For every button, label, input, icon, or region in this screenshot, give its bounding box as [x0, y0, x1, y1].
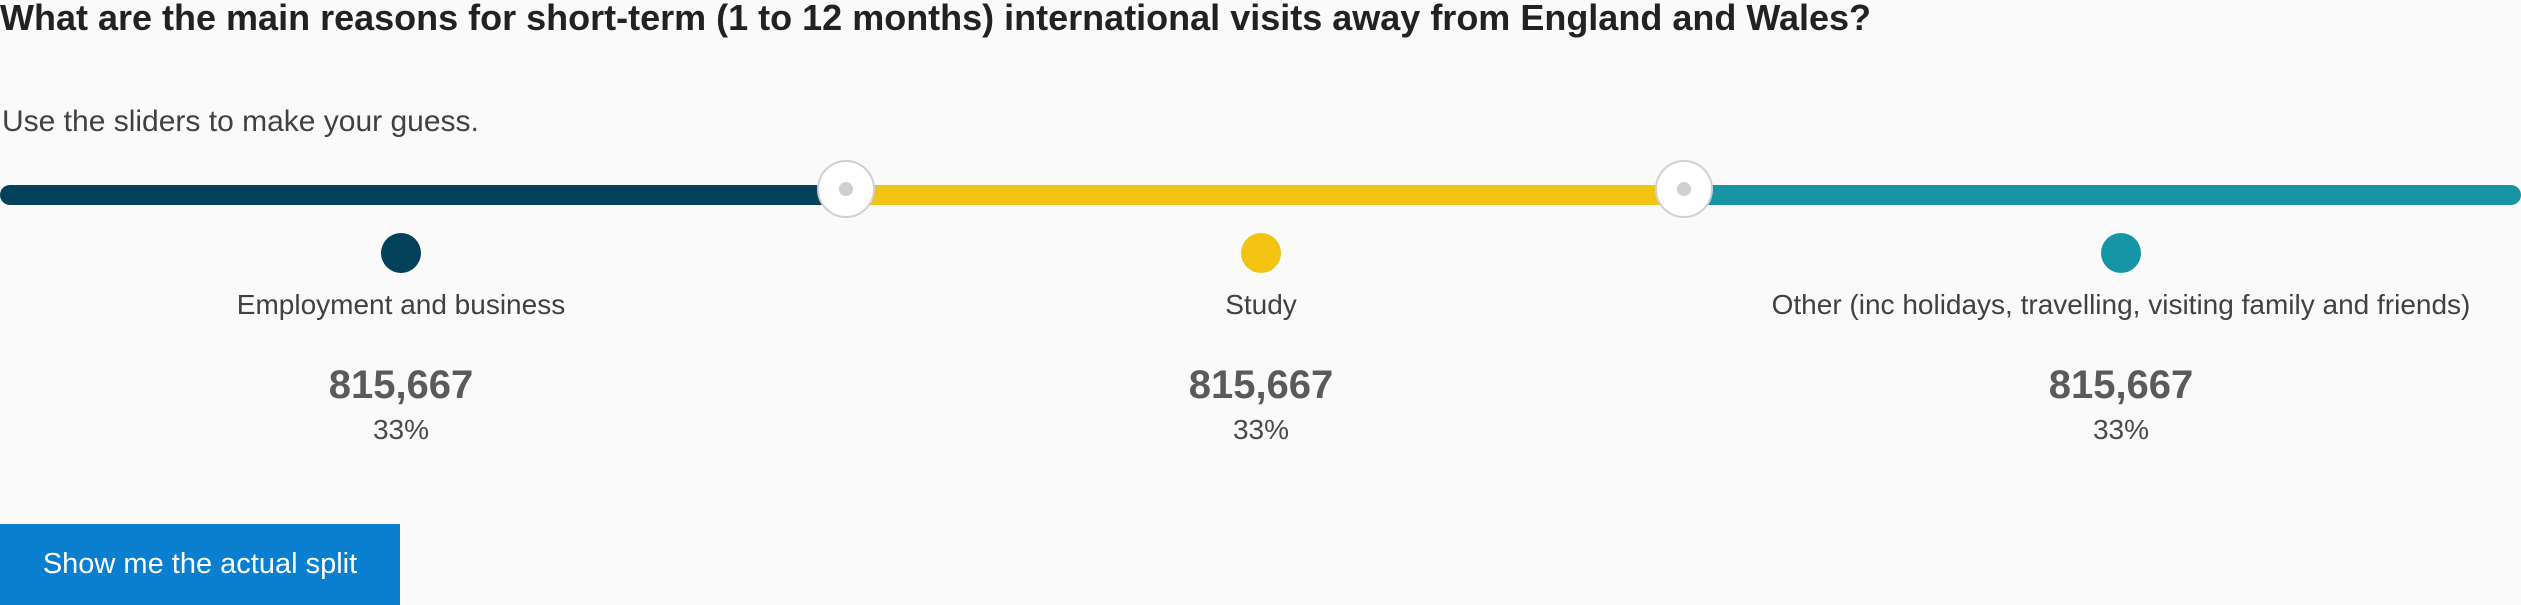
handle-grip-icon — [839, 182, 853, 196]
category-percent: 33% — [1232, 414, 1290, 445]
category-percent: 33% — [2092, 414, 2150, 445]
category-label: Study — [1225, 289, 1297, 320]
slider-track-study — [842, 185, 1686, 205]
study-color-dot-icon — [1241, 233, 1281, 273]
category-study: Study 815,667 33% — [831, 233, 1691, 447]
slider-track-employment — [0, 185, 850, 205]
question-title: What are the main reasons for short-term… — [0, 0, 1872, 38]
slider-handle-2[interactable] — [1655, 160, 1713, 218]
category-label: Other (inc holidays, travelling, visitin… — [1771, 289, 2471, 320]
category-value: 815,667 — [1188, 363, 1334, 407]
handle-grip-icon — [1677, 182, 1691, 196]
instruction-text: Use the sliders to make your guess. — [2, 105, 479, 138]
category-percent: 33% — [372, 414, 430, 445]
category-employment: Employment and business 815,667 33% — [0, 233, 831, 447]
other-color-dot-icon — [2101, 233, 2141, 273]
category-other: Other (inc holidays, travelling, visitin… — [1691, 233, 2521, 447]
category-value: 815,667 — [2048, 363, 2194, 407]
slider-track-other — [1680, 185, 2521, 205]
slider-handle-1[interactable] — [817, 160, 875, 218]
category-label: Employment and business — [236, 289, 566, 320]
category-value: 815,667 — [328, 363, 474, 407]
employment-color-dot-icon — [381, 233, 421, 273]
show-actual-split-button[interactable]: Show me the actual split — [0, 524, 400, 605]
